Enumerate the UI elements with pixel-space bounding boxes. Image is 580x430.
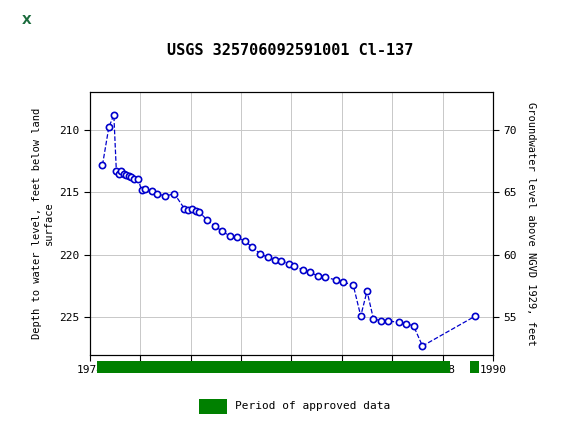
Y-axis label: Groundwater level above NGVD 1929, feet: Groundwater level above NGVD 1929, feet <box>527 102 536 345</box>
Bar <box>199 399 227 414</box>
Bar <box>470 361 479 373</box>
Y-axis label: Depth to water level, feet below land
surface: Depth to water level, feet below land su… <box>32 108 54 339</box>
Bar <box>3 4 49 37</box>
Text: Period of approved data: Period of approved data <box>235 401 390 412</box>
Text: USGS 325706092591001 Cl-137: USGS 325706092591001 Cl-137 <box>167 43 413 58</box>
Text: USGS: USGS <box>58 13 105 28</box>
Bar <box>97 361 450 373</box>
Text: X: X <box>21 14 31 27</box>
